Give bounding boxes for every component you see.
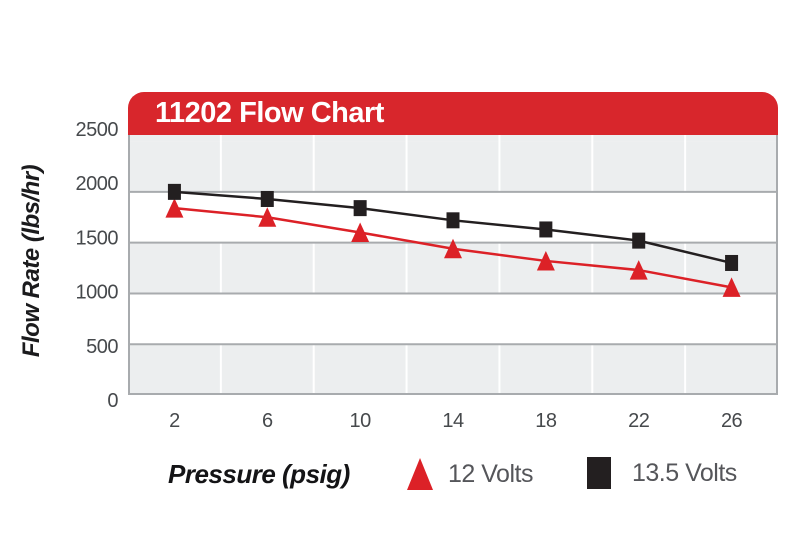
data-point-marker <box>632 232 646 249</box>
y-axis-tick-label: 2000 <box>76 173 119 195</box>
y-axis-tick-label: 1000 <box>76 282 119 304</box>
x-axis-tick-label: 26 <box>721 410 743 432</box>
legend-label-13-5-volts: 13.5 Volts <box>632 458 737 487</box>
data-point-marker <box>351 222 370 242</box>
x-axis-title: Pressure (psig) <box>168 459 350 489</box>
data-point-marker <box>629 260 648 280</box>
data-point-marker <box>444 238 462 259</box>
y-axis-tick-label: 0 <box>107 390 118 412</box>
y-axis-tick-label: 500 <box>86 336 118 358</box>
data-point-marker <box>167 183 181 200</box>
square-marker-icon <box>587 457 611 489</box>
x-axis-tick-label: 2 <box>169 410 180 432</box>
plot-band <box>128 293 778 345</box>
chart-title: 11202 Flow Chart <box>155 97 384 129</box>
legend-item-13-5-volts: 13.5 Volts <box>587 457 737 489</box>
data-point-marker <box>446 212 460 229</box>
data-point-marker <box>258 207 277 227</box>
plot-band <box>128 135 778 142</box>
triangle-marker-icon <box>407 458 433 490</box>
data-point-marker <box>165 198 184 218</box>
y-axis-tick-label: 2500 <box>76 119 119 141</box>
x-axis-tick-label: 22 <box>628 410 650 432</box>
data-point-marker <box>536 250 555 271</box>
plot-band <box>128 344 778 395</box>
data-point-marker <box>260 190 274 207</box>
y-axis-title: Flow Rate (lbs/hr) <box>18 164 45 358</box>
data-point-marker <box>353 200 367 217</box>
legend-item-12-volts: 12 Volts <box>406 457 533 491</box>
x-axis-tick-label: 18 <box>535 410 557 432</box>
x-axis-tick-label: 14 <box>442 410 464 432</box>
x-axis-tick-label: 6 <box>262 410 273 432</box>
legend-label-12-volts: 12 Volts <box>448 459 533 488</box>
plot-band <box>128 141 778 192</box>
y-axis-tick-label: 1500 <box>76 227 119 249</box>
x-axis-tick-label: 10 <box>350 410 372 432</box>
data-point-marker <box>725 254 739 271</box>
chart-title-banner: 11202 Flow Chart <box>128 92 778 135</box>
data-point-marker <box>539 221 553 238</box>
data-point-marker <box>722 277 741 297</box>
